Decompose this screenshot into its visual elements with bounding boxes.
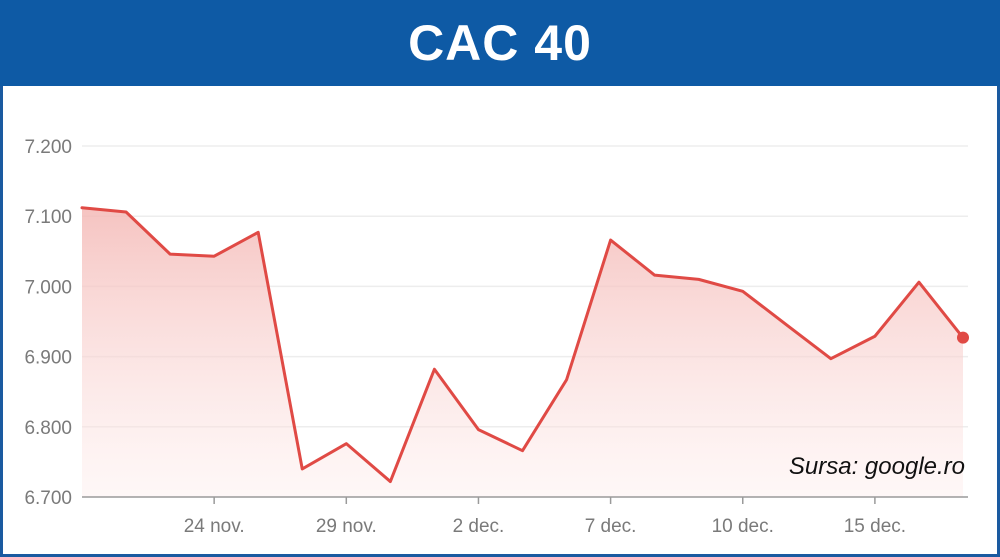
data-point	[300, 467, 304, 471]
x-tick-label: 24 nov.	[184, 516, 245, 537]
data-point	[212, 254, 216, 258]
data-point	[741, 289, 745, 293]
data-point	[168, 252, 172, 256]
x-tick-label: 7 dec.	[585, 516, 637, 537]
data-point	[565, 378, 569, 382]
y-tick-label: 7.000	[24, 277, 72, 298]
data-point	[80, 206, 84, 210]
area-fill	[82, 207, 963, 497]
x-tick-label: 2 dec.	[453, 516, 505, 537]
y-tick-label: 6.900	[24, 348, 72, 369]
y-tick-label: 6.700	[24, 488, 72, 509]
x-tick-label: 10 dec.	[712, 516, 774, 537]
last-value-marker	[957, 331, 969, 344]
data-point	[124, 210, 128, 214]
data-point	[521, 449, 525, 453]
x-tick-labels: 24 nov. 29 nov. 2 dec. 7 dec. 10 dec. 15 dec.	[184, 516, 906, 537]
y-tick-label: 7.100	[24, 207, 72, 228]
title-bar: CAC 40	[0, 0, 1000, 86]
area-fill-group	[82, 207, 963, 497]
series-line	[80, 206, 965, 484]
data-point	[256, 230, 260, 234]
y-tick-label: 7.200	[24, 137, 72, 158]
source-label: Sursa: google.ro	[789, 453, 965, 480]
data-point	[917, 280, 921, 284]
series-line-group	[80, 206, 969, 484]
x-axis	[82, 496, 968, 504]
data-point	[388, 480, 392, 484]
x-tick-label: 15 dec.	[844, 516, 906, 537]
data-point	[609, 238, 613, 242]
data-point	[785, 323, 789, 327]
data-point	[476, 428, 480, 432]
x-tick-label: 29 nov.	[316, 516, 377, 537]
data-point	[697, 277, 701, 281]
data-point	[829, 357, 833, 361]
data-point	[344, 442, 348, 446]
chart-title: CAC 40	[408, 15, 592, 71]
y-tick-labels: 7.200 7.100 7.000 6.900 6.800 6.700	[24, 137, 72, 509]
data-point	[653, 273, 657, 277]
data-point	[432, 367, 436, 371]
data-point	[873, 334, 877, 338]
y-tick-label: 6.800	[24, 418, 72, 439]
